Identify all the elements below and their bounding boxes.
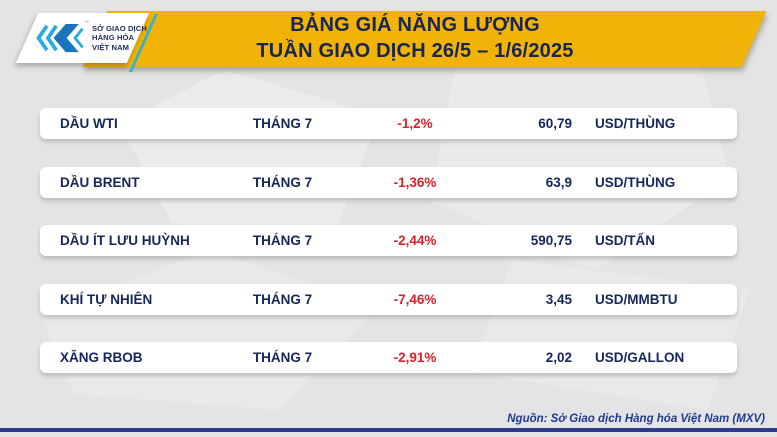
commodity-name: DẦU ÍT LƯU HUỲNH (60, 233, 190, 248)
table-row-dau-wti: DẦU WTI THÁNG 7 -1,2% 60,79 USD/THÙNG (40, 108, 737, 139)
contract-month: THÁNG 7 (252, 291, 313, 307)
commodity-name: KHÍ TỰ NHIÊN (60, 291, 153, 307)
price-unit: USD/THÙNG (595, 116, 676, 131)
price-unit: USD/TẤN (595, 233, 655, 248)
table-row-dau-brent: DẦU BRENT THÁNG 7 -1,36% 63,9 USD/THÙNG (40, 166, 737, 198)
contract-month: THÁNG 7 (252, 233, 313, 248)
mxv-chevrons-icon (36, 23, 84, 53)
price-value: 63,9 (545, 174, 572, 190)
trademark-symbol: ™ (84, 20, 89, 26)
mxv-logo: ™ SỞ GIAO DỊCH HÀNG HÓA VIỆT NAM (34, 17, 147, 61)
price-value: 3,45 (545, 291, 572, 307)
price-value: 60,79 (538, 116, 572, 131)
page-title: BẢNG GIÁ NĂNG LƯỢNG TUẦN GIAO DỊCH 26/5 … (150, 12, 680, 66)
page-title-line1: BẢNG GIÁ NĂNG LƯỢNG (290, 14, 540, 36)
table-row-xang-rbob: XĂNG RBOB THÁNG 7 -2,91% 2,02 USD/GALLON (40, 342, 737, 373)
commodity-name: DẦU WTI (60, 116, 118, 131)
commodity-name: DẦU BRENT (60, 174, 140, 190)
change-percent: -1,36% (393, 174, 437, 190)
price-table: DẦU WTI THÁNG 7 -1,2% 60,79 USD/THÙNG DẦ… (40, 108, 737, 401)
price-value: 590,75 (530, 233, 572, 248)
price-value: 2,02 (545, 350, 572, 365)
change-percent: -2,44% (393, 233, 437, 248)
source-credit: Nguồn: Sở Giao dịch Hàng hóa Việt Nam (M… (507, 413, 765, 425)
price-unit: USD/THÙNG (595, 174, 676, 190)
table-row-dau-it-luu-huynh: DẦU ÍT LƯU HUỲNH THÁNG 7 -2,44% 590,75 U… (40, 225, 737, 256)
contract-month: THÁNG 7 (252, 116, 313, 131)
change-percent: -2,91% (393, 350, 437, 365)
commodity-name: XĂNG RBOB (60, 350, 143, 365)
bottom-accent-bar (0, 428, 777, 432)
price-unit: USD/MMBTU (595, 291, 678, 307)
change-percent: -7,46% (393, 291, 437, 307)
price-unit: USD/GALLON (595, 350, 685, 365)
contract-month: THÁNG 7 (252, 350, 313, 365)
logo-wordmark: SỞ GIAO DỊCH HÀNG HÓA VIỆT NAM (92, 24, 147, 52)
change-percent: -1,2% (397, 116, 433, 131)
table-row-khi-tu-nhien: KHÍ TỰ NHIÊN THÁNG 7 -7,46% 3,45 USD/MMB… (40, 283, 737, 315)
page-title-line2: TUẦN GIAO DỊCH 26/5 – 1/6/2025 (256, 40, 574, 62)
contract-month: THÁNG 7 (252, 174, 313, 190)
